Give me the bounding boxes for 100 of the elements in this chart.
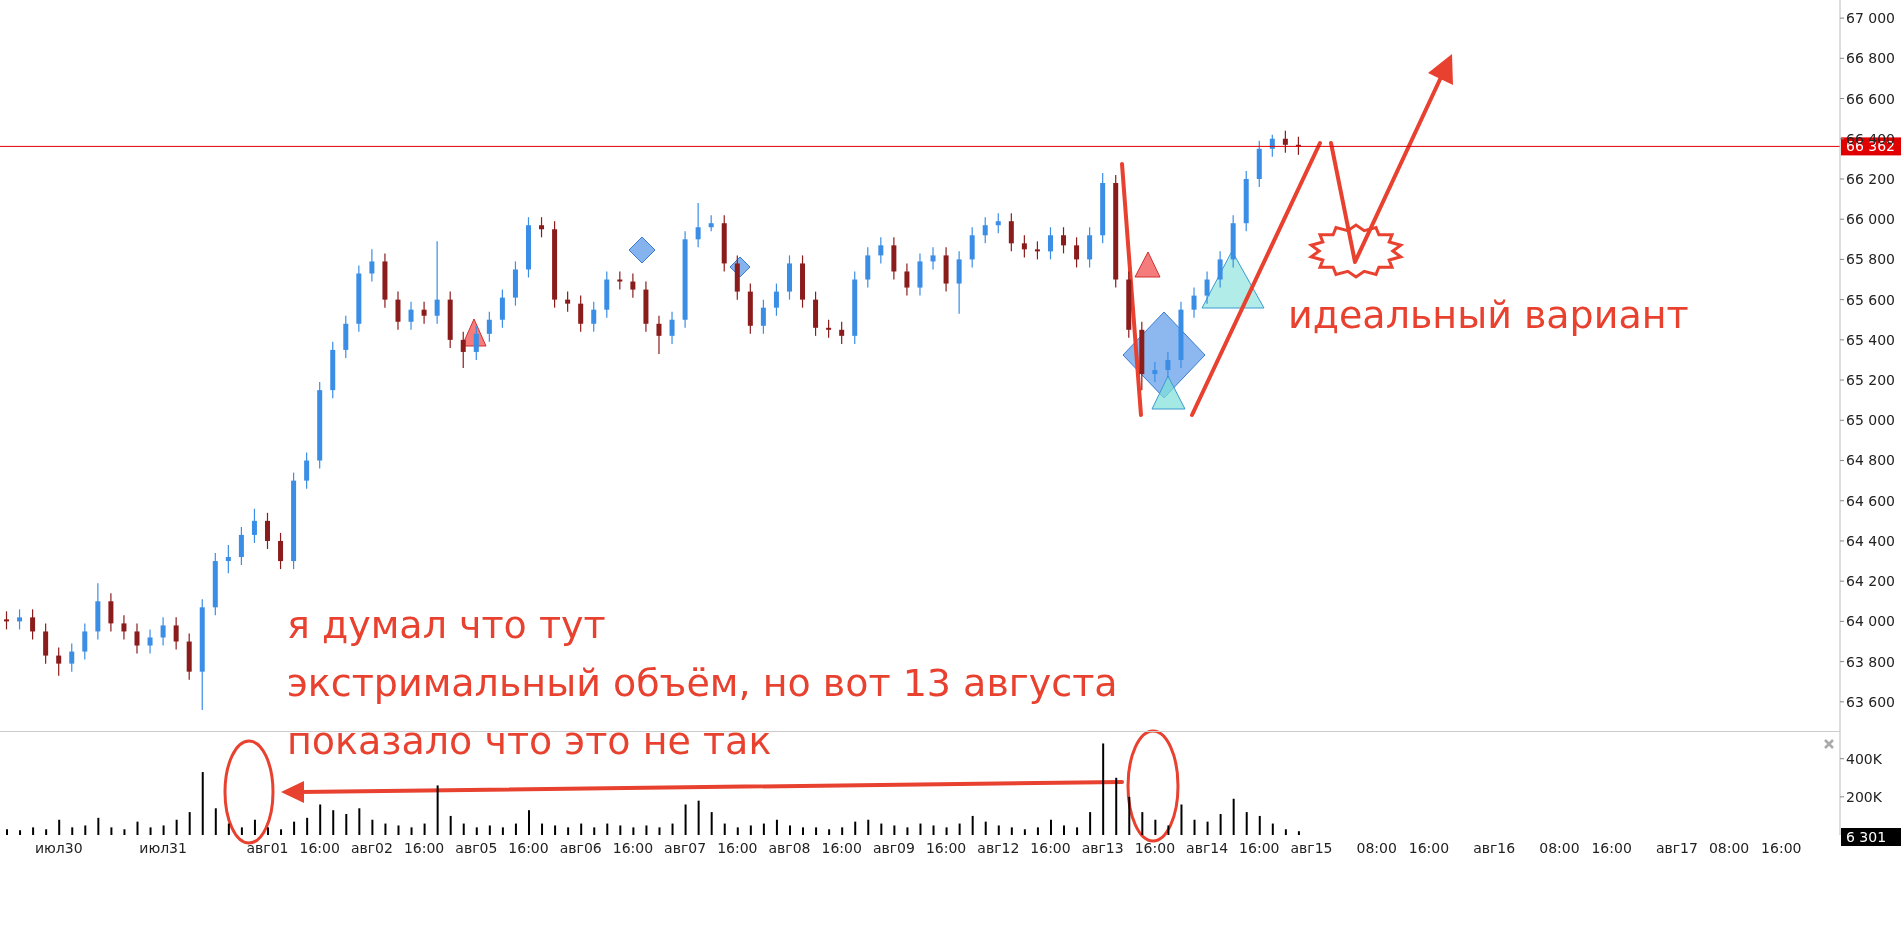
bar [893, 825, 896, 835]
bar [97, 817, 100, 835]
candlestick [173, 616, 179, 651]
bar [436, 785, 439, 835]
bar [554, 825, 557, 835]
x-tick-label: 08:00 [1356, 839, 1397, 856]
bar [175, 819, 178, 835]
bar [1036, 827, 1039, 835]
bar [501, 827, 504, 835]
annotation: идеальный вариант [1288, 292, 1689, 339]
candlestick [278, 532, 284, 570]
bar [1206, 821, 1209, 835]
candlestick [995, 212, 1001, 234]
candlestick [108, 592, 114, 633]
candlestick [565, 290, 571, 313]
bar [253, 819, 256, 835]
y-tick-label: 400K [1846, 750, 1883, 767]
candlestick [695, 202, 701, 248]
x-tick-label: 16:00 [1591, 839, 1632, 856]
bar [19, 830, 22, 835]
bar [149, 827, 152, 835]
candlestick [669, 311, 675, 345]
bar [214, 808, 217, 835]
bar [1180, 804, 1183, 835]
bar [488, 825, 491, 835]
bar [645, 825, 648, 835]
bar [1219, 814, 1222, 835]
bar [1245, 812, 1248, 835]
bar [619, 825, 622, 835]
x-tick-label: 16:00 [508, 839, 549, 856]
x-tick-label: авг13 [1081, 839, 1124, 856]
candlestick [656, 315, 662, 355]
bar [1167, 825, 1170, 835]
bar [123, 829, 126, 835]
bar [710, 812, 713, 835]
bar [332, 810, 335, 835]
bar [266, 827, 269, 835]
candlestick [369, 248, 375, 283]
bar [580, 823, 583, 835]
candlestick [69, 642, 75, 673]
y-tick-label: 66 800 [1846, 50, 1895, 67]
candlestick [1034, 240, 1040, 261]
bar [997, 825, 1000, 835]
candlestick [930, 246, 936, 271]
x-tick-label: авг14 [1186, 839, 1229, 856]
y-tick-label: 66 600 [1846, 90, 1895, 107]
bar [867, 819, 870, 835]
candlestick [760, 299, 766, 335]
candlestick [421, 301, 427, 325]
bar [606, 823, 609, 835]
bar [1193, 819, 1196, 835]
bar [371, 819, 374, 835]
y-tick-label: 65 600 [1846, 291, 1895, 308]
x-tick-label: 16:00 [1134, 839, 1176, 856]
y-tick-label: 64 800 [1846, 452, 1895, 469]
bar [815, 827, 818, 835]
x-tick-label: июл30 [34, 839, 83, 856]
x-tick-label: 16:00 [717, 839, 758, 856]
candlestick [1047, 226, 1053, 261]
bar [1258, 815, 1261, 835]
y-tick-label: 64 200 [1846, 573, 1895, 590]
bar [958, 823, 961, 835]
bar [1297, 831, 1300, 835]
bar [527, 810, 530, 835]
candlestick [82, 622, 88, 661]
bar [280, 829, 283, 835]
candlestick [1217, 250, 1223, 289]
y-tick-label: 65 400 [1846, 331, 1895, 348]
bar [6, 829, 8, 835]
candlestick [839, 321, 845, 345]
bar [1076, 827, 1079, 835]
y-tick-label: 65 200 [1846, 372, 1895, 389]
bar [319, 804, 322, 835]
y-tick-label: 67 000 [1846, 10, 1895, 27]
x-tick-label: 16:00 [1030, 839, 1071, 856]
y-tick-label: 65 800 [1846, 251, 1895, 268]
candlestick [121, 614, 127, 641]
bar [802, 827, 805, 835]
x-tick-label: авг07 [664, 839, 707, 856]
bar [358, 808, 361, 835]
bar [828, 829, 831, 835]
candlestick [160, 616, 166, 647]
bar [841, 827, 844, 835]
bar [593, 827, 596, 835]
bar [227, 823, 230, 835]
candlestick [4, 610, 9, 631]
candlestick [473, 325, 479, 361]
x-tick-label: авг09 [872, 839, 915, 856]
bar [762, 823, 765, 835]
candlestick [395, 290, 401, 331]
bar [658, 827, 661, 835]
bar [397, 825, 400, 835]
bar [854, 821, 857, 835]
bar [1141, 812, 1144, 835]
candlestick [1269, 134, 1275, 158]
x-tick-label: авг15 [1290, 839, 1333, 856]
candlestick [1204, 270, 1210, 305]
bar [906, 827, 909, 835]
bar [1063, 825, 1066, 835]
candlestick [1008, 212, 1014, 252]
